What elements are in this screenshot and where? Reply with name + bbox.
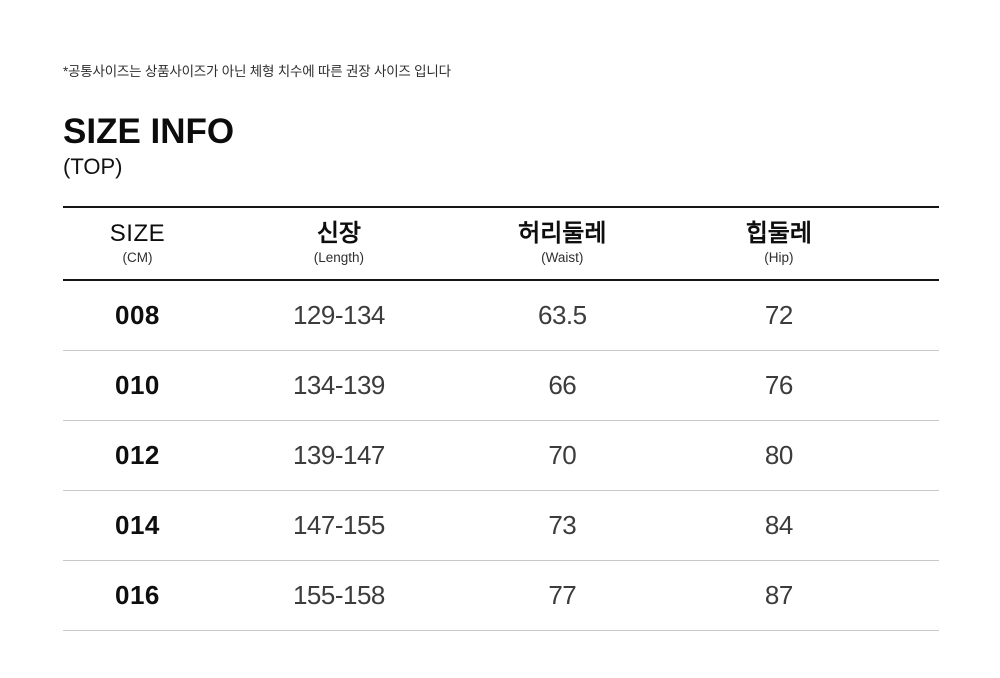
waist-cell: 77 xyxy=(465,560,659,631)
hip-cell: 80 xyxy=(658,420,939,491)
column-header-length-sublabel: (Length) xyxy=(313,250,365,265)
hip-cell: 84 xyxy=(658,490,939,561)
table-row: 012 139-147 70 80 xyxy=(63,420,939,491)
hip-cell: 72 xyxy=(658,280,939,351)
waist-cell: 63.5 xyxy=(465,280,659,351)
column-header-length-label: 신장 xyxy=(316,220,361,247)
column-header-size: SIZE (CM) xyxy=(63,207,212,281)
column-header-size-unit: (CM) xyxy=(122,250,153,265)
column-header-size-label: SIZE xyxy=(109,220,166,247)
column-header-hip-label: 힙둘레 xyxy=(745,220,812,247)
table-row: 008 129-134 63.5 72 xyxy=(63,280,939,351)
size-cell: 014 xyxy=(63,490,212,561)
column-header-length: 신장 (Length) xyxy=(211,207,466,281)
page-title: SIZE INFO xyxy=(63,112,235,151)
length-cell: 155-158 xyxy=(211,560,466,631)
column-header-hip-sublabel: (Hip) xyxy=(764,250,794,265)
size-cell: 008 xyxy=(63,280,212,351)
waist-cell: 66 xyxy=(465,350,659,421)
length-cell: 147-155 xyxy=(211,490,466,561)
column-header-waist-sublabel: (Waist) xyxy=(541,250,584,265)
table-row: 016 155-158 77 87 xyxy=(63,560,939,631)
table-row: 014 147-155 73 84 xyxy=(63,490,939,561)
column-header-waist: 허리둘레 (Waist) xyxy=(465,207,659,281)
table-header-row: SIZE (CM) 신장 (Length) 허리둘레 (Waist) 힙둘레 (… xyxy=(63,207,939,281)
waist-cell: 73 xyxy=(465,490,659,561)
size-cell: 012 xyxy=(63,420,212,491)
size-cell: 010 xyxy=(63,350,212,421)
size-note: *공통사이즈는 상품사이즈가 아닌 체형 치수에 따른 권장 사이즈 입니다 xyxy=(63,64,451,79)
length-cell: 139-147 xyxy=(211,420,466,491)
hip-cell: 87 xyxy=(658,560,939,631)
length-cell: 129-134 xyxy=(211,280,466,351)
page-subtitle: (TOP) xyxy=(63,154,123,179)
column-header-hip: 힙둘레 (Hip) xyxy=(658,207,939,281)
hip-cell: 76 xyxy=(658,350,939,421)
waist-cell: 70 xyxy=(465,420,659,491)
size-table: SIZE (CM) 신장 (Length) 허리둘레 (Waist) 힙둘레 (… xyxy=(63,206,939,631)
column-header-waist-label: 허리둘레 xyxy=(518,220,607,247)
length-cell: 134-139 xyxy=(211,350,466,421)
size-cell: 016 xyxy=(63,560,212,631)
table-row: 010 134-139 66 76 xyxy=(63,350,939,421)
